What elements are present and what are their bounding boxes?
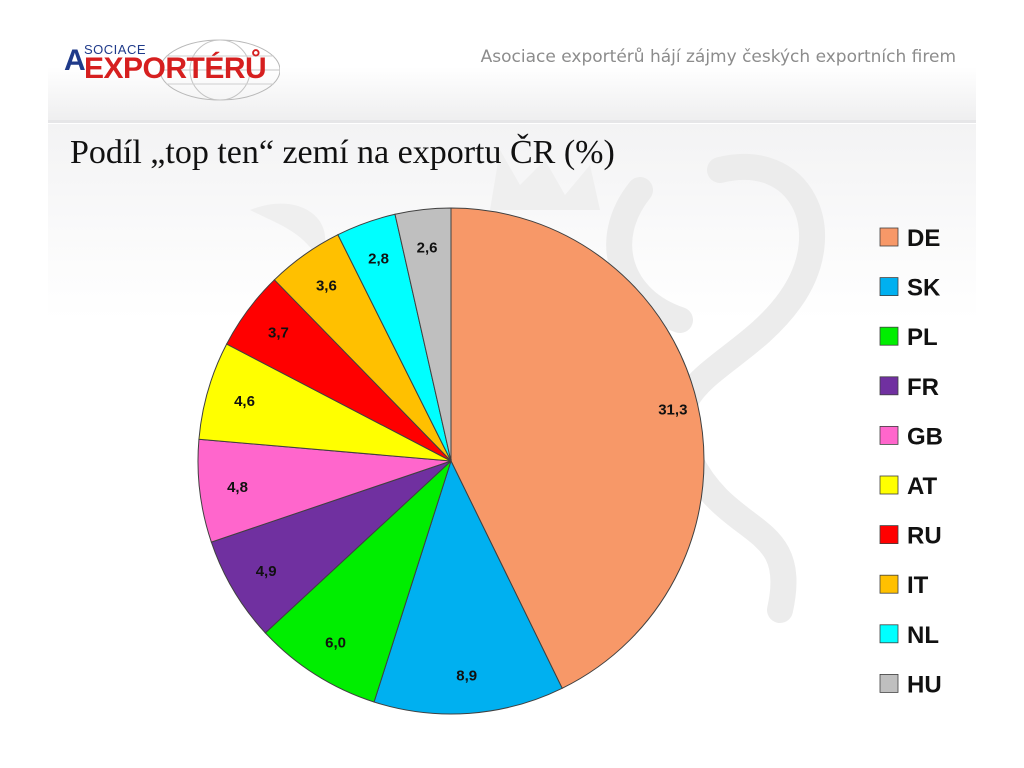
legend-swatch-it [879,574,899,594]
header-divider [48,120,976,123]
legend-swatch-pl [879,326,899,346]
slice-value-label: 2,6 [417,239,438,256]
slice-value-label: 4,9 [256,563,277,580]
legend-swatch-ru [879,525,899,544]
legend-label-ru: RU [907,523,942,550]
slice-value-label: 3,6 [316,278,337,295]
slice-value-label: 4,6 [234,393,255,410]
slice-value-label: 31,3 [658,402,687,419]
legend-label-it: IT [907,572,929,599]
legend-label-pl: PL [907,324,938,351]
legend-label-de: DE [907,225,940,252]
legend-swatch-gb [879,425,899,445]
slice-value-label: 8,9 [456,667,477,684]
logo-letter-a: A [64,44,86,77]
pie-slice-fr [210,460,452,634]
slice-value-label: 6,0 [325,634,346,651]
legend-swatch-de [879,227,899,247]
legend-label-sk: SK [907,275,941,302]
slice-value-label: 4,8 [227,479,248,496]
logo-main-text: EXPORTÉRŮ [84,52,267,85]
legend-label-hu: HU [907,671,942,698]
company-logo: A SOCIACE EXPORTÉRŮ [60,36,280,106]
pie-slice-hu [394,207,452,462]
pie-slice-de [450,207,705,689]
slice-value-label: 3,7 [268,325,289,342]
legend-swatch-fr [879,376,899,396]
pie-slice-sk [373,459,563,715]
logo-small-text: SOCIACE [84,42,147,57]
legend-label-nl: NL [907,622,939,649]
slide-title: Podíl „top ten“ zemí na exportu ČR (%) [70,134,615,171]
globe-icon [159,39,280,101]
legend-swatch-hu [879,674,899,693]
legend-swatch-nl [879,624,899,644]
legend-label-fr: FR [907,374,939,401]
header-band [48,0,976,122]
legend-label-at: AT [907,473,938,500]
legend-swatch-at [879,475,899,495]
legend-label-gb: GB [907,423,943,450]
slice-value-label: 2,8 [368,251,389,268]
legend-swatch-sk [879,277,899,297]
header-tagline: Asociace exportérů hájí zájmy českých ex… [480,47,956,67]
pie-slice-pl [264,459,453,703]
